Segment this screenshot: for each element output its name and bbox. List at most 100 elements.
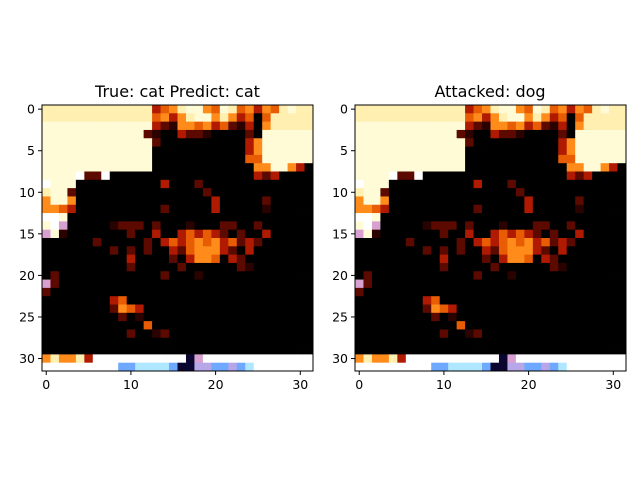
pixel (270, 354, 280, 364)
pixel (58, 287, 68, 297)
pixel (160, 279, 170, 289)
pixel (236, 354, 246, 364)
pixel (202, 138, 212, 147)
pixel (152, 154, 161, 164)
pixel (135, 337, 145, 347)
pixel (575, 154, 585, 164)
pixel (126, 154, 136, 164)
pixel (482, 146, 491, 156)
pixel (92, 204, 102, 214)
pixel (135, 221, 145, 231)
pixel (296, 262, 305, 272)
pixel (287, 304, 297, 314)
pixel (169, 171, 178, 181)
pixel (515, 213, 525, 222)
pixel (143, 262, 153, 272)
pixel (380, 296, 390, 305)
pixel (431, 163, 441, 172)
right-image-pixels (355, 105, 627, 372)
pixel (355, 246, 364, 256)
pixel (58, 129, 68, 139)
pixel (439, 204, 449, 214)
pixel (84, 287, 94, 297)
pixel (75, 279, 85, 289)
pixel (524, 321, 534, 330)
pixel (549, 238, 559, 247)
pixel (42, 279, 51, 289)
pixel (50, 163, 60, 172)
pixel (363, 279, 373, 289)
pixel (566, 354, 576, 364)
pixel (397, 346, 407, 355)
pixel (414, 221, 424, 231)
pixel (304, 171, 314, 181)
pixel (515, 121, 525, 131)
pixel (456, 204, 466, 214)
pixel (109, 163, 119, 172)
y-tick-label: 10 (19, 185, 35, 200)
pixel (465, 196, 474, 206)
pixel (75, 171, 85, 181)
pixel (109, 221, 119, 231)
pixel (262, 105, 272, 114)
pixel (456, 296, 466, 305)
pixel (185, 287, 195, 297)
pixel (236, 179, 246, 189)
pixel (101, 262, 111, 272)
pixel (558, 287, 568, 297)
pixel (228, 105, 238, 114)
pixel (482, 113, 491, 123)
pixel (524, 246, 534, 256)
pixel (42, 271, 51, 280)
pixel (507, 163, 517, 172)
pixel (524, 337, 534, 347)
pixel (279, 213, 288, 222)
pixel (549, 121, 559, 131)
pixel (363, 204, 373, 214)
pixel (456, 113, 466, 123)
pixel (473, 246, 483, 256)
pixel (507, 229, 517, 239)
pixel (194, 238, 204, 247)
pixel (135, 138, 145, 147)
pixel (67, 221, 77, 231)
pixel (465, 262, 474, 272)
pixel (414, 196, 424, 206)
pixel (363, 129, 373, 139)
pixel (169, 254, 178, 264)
pixel (456, 163, 466, 172)
pixel (414, 171, 424, 181)
pixel (84, 346, 94, 355)
pixel (549, 221, 559, 231)
pixel (304, 279, 314, 289)
pixel (287, 337, 297, 347)
pixel (202, 204, 212, 214)
pixel (262, 213, 272, 222)
pixel (67, 229, 77, 239)
pixel (304, 246, 314, 256)
pixel (541, 329, 551, 339)
pixel (549, 179, 559, 189)
pixel (549, 329, 559, 339)
pixel (456, 287, 466, 297)
pixel (42, 196, 51, 206)
pixel (380, 113, 390, 123)
pixel (185, 171, 195, 181)
pixel (262, 321, 272, 330)
pixel (126, 113, 136, 123)
pixel (507, 138, 517, 147)
pixel (219, 312, 229, 322)
pixel (296, 346, 305, 355)
pixel (101, 105, 111, 114)
pixel (219, 171, 229, 181)
pixel (566, 262, 576, 272)
pixel (363, 262, 373, 272)
pixel (431, 196, 441, 206)
pixel (152, 287, 161, 297)
pixel (549, 105, 559, 114)
pixel (92, 138, 102, 147)
pixel (75, 113, 85, 123)
pixel (371, 221, 381, 231)
pixel (363, 196, 373, 206)
pixel (465, 163, 474, 172)
